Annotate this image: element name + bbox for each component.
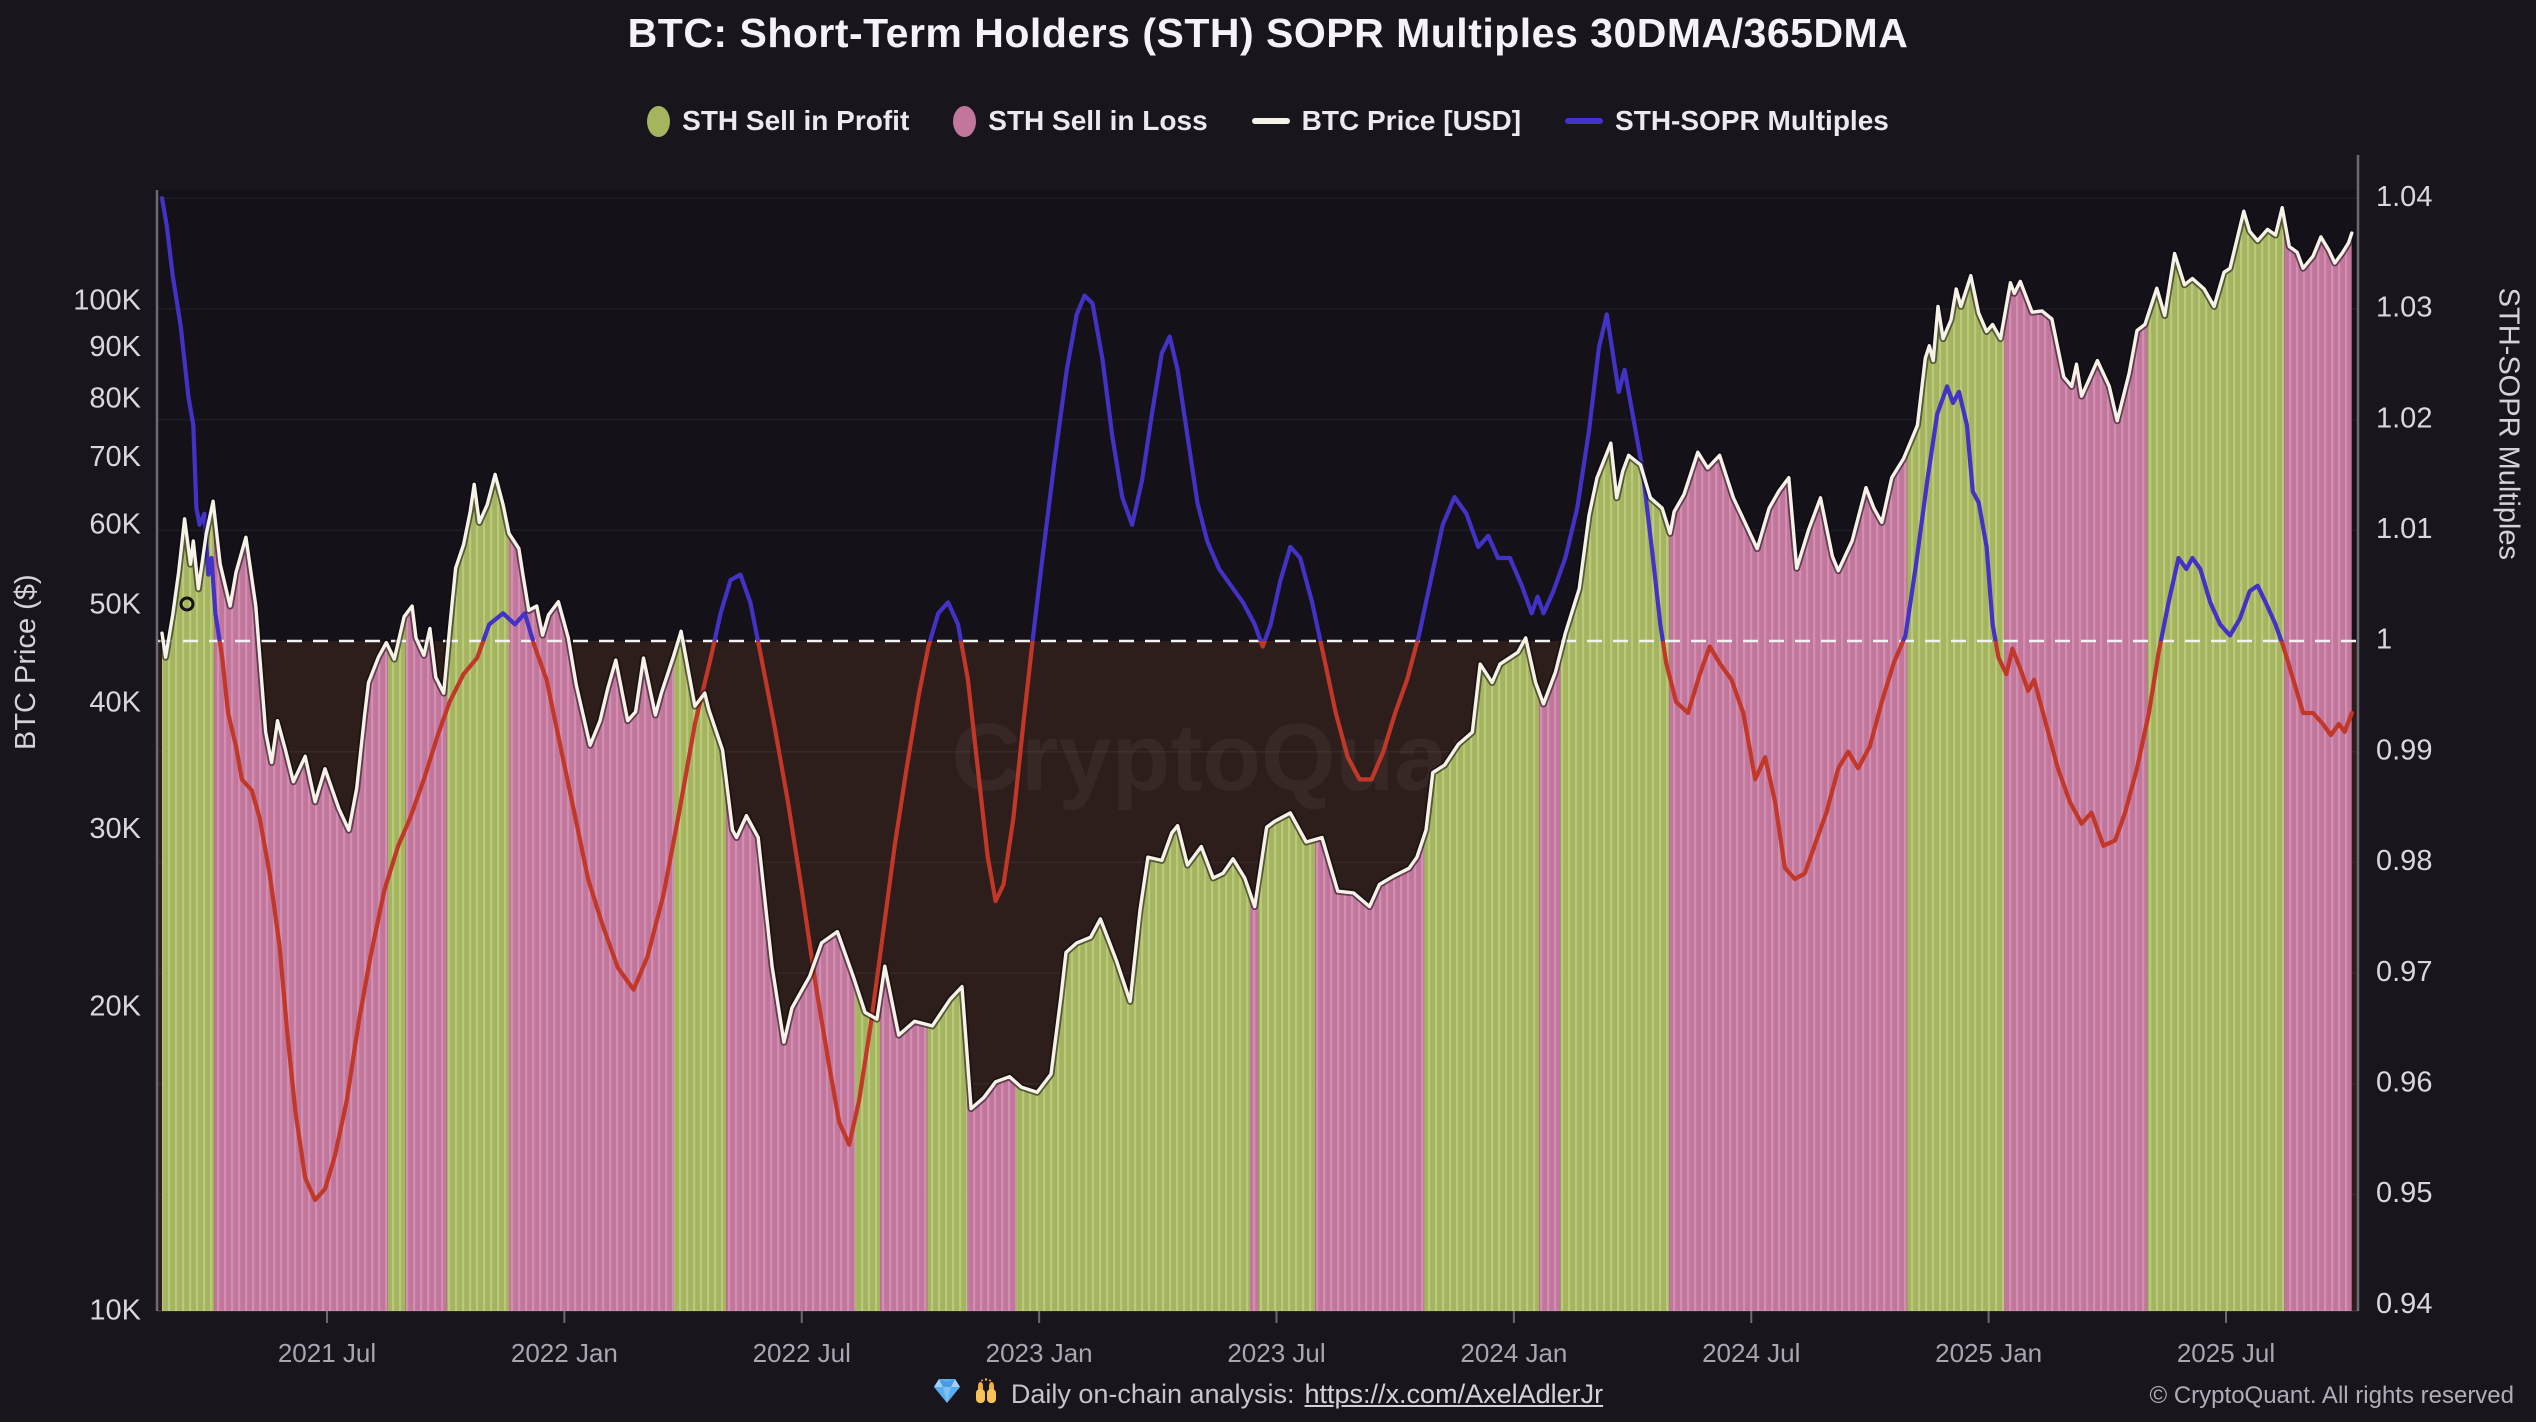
x-axis-tick-label: 2025 Jul: [2177, 1338, 2275, 1368]
right-axis-tick-label: 1.03: [2376, 292, 2432, 324]
footer-text: Daily on-chain analysis:: [1010, 1379, 1295, 1409]
x-axis-tick-label: 2021 Jul: [278, 1338, 376, 1368]
legend-item-sth-sell-in-profit[interactable]: STH Sell in Profit: [647, 105, 909, 137]
page-title: BTC: Short-Term Holders (STH) SOPR Multi…: [627, 10, 1909, 56]
profit-loss-bands: [162, 207, 2352, 1311]
left-axis-tick-label: 10K: [89, 1295, 141, 1327]
right-axis-tick-label: 1.04: [2376, 181, 2432, 213]
right-axis-tick-label: 1: [2376, 624, 2392, 656]
footer-link[interactable]: https://x.com/AxelAdlerJr: [1304, 1379, 1604, 1409]
right-axis-tick-label: 1.02: [2376, 402, 2432, 434]
legend-label: STH Sell in Profit: [682, 105, 910, 136]
legend-item-sth-sell-in-loss[interactable]: STH Sell in Loss: [953, 105, 1208, 137]
gem-icon: [933, 1378, 961, 1411]
legend-item-btc-price[interactable]: BTC Price [USD]: [1251, 105, 1522, 137]
left-axis-tick-label: 40K: [89, 687, 141, 719]
left-axis-tick-label: 80K: [89, 383, 141, 415]
sopr-line-above-baseline: [159, 196, 2284, 641]
x-axis-tick-label: 2023 Jan: [986, 1338, 1093, 1368]
left-axis-tick-label: 20K: [89, 991, 141, 1023]
raised-hands-icon: [971, 1377, 1001, 1412]
left-axis-tick-label: 100K: [73, 285, 141, 317]
band-sell-in-loss: [2284, 207, 2352, 1311]
x-axis-tick-label: 2024 Jul: [1702, 1338, 1800, 1368]
price-line: [160, 205, 2354, 1111]
band-sell-in-profit: [2147, 207, 2285, 1311]
x-axis-tick-label: 2024 Jan: [1460, 1338, 1567, 1368]
left-axis-tick-label: 50K: [89, 589, 141, 621]
legend-label: BTC Price [USD]: [1301, 105, 1522, 136]
x-axis-tick-label: 2025 Jan: [1935, 1338, 2042, 1368]
left-axis-tick-label: 90K: [89, 331, 141, 363]
right-axis-tick-label: 0.97: [2376, 956, 2432, 988]
right-axis-tick-label: 0.96: [2376, 1066, 2432, 1098]
profit-ellipse-icon: [647, 105, 671, 137]
left-axis-tick-label: 60K: [89, 509, 141, 541]
sopr-line-icon: [1565, 118, 1604, 124]
x-axis-tick-label: 2022 Jan: [511, 1338, 618, 1368]
x-axis-tick-label: 2022 Jul: [753, 1338, 851, 1368]
right-axis-tick-label: 0.95: [2376, 1177, 2432, 1209]
legend-item-sth-sopr-multiples[interactable]: STH-SOPR Multiples: [1565, 105, 1889, 137]
right-axis-tick-label: 1.01: [2376, 513, 2432, 545]
left-axis-title: BTC Price ($): [10, 574, 42, 750]
left-axis-tick-label: 70K: [89, 441, 141, 473]
footer-note: Daily on-chain analysis: https://x.com/A…: [0, 1377, 2536, 1412]
copyright-text: © CryptoQuant. All rights reserved: [2149, 1382, 2515, 1409]
right-axis-tick-label: 0.98: [2376, 845, 2432, 877]
left-axis-tick-label: 30K: [89, 813, 141, 845]
right-axis-tick-label: 0.94: [2376, 1288, 2432, 1320]
series-start-marker: [179, 596, 195, 612]
legend-label: STH-SOPR Multiples: [1615, 105, 1889, 136]
right-axis-tick-label: 0.99: [2376, 734, 2432, 766]
price-line-icon: [1251, 118, 1290, 124]
sopr-line-below-baseline: [217, 641, 2354, 1203]
x-axis-tick-label: 2023 Jul: [1227, 1338, 1325, 1368]
right-axis-title: STH-SOPR Multiples: [2492, 287, 2524, 560]
loss-ellipse-icon: [953, 105, 977, 137]
legend-label: STH Sell in Loss: [988, 105, 1208, 136]
legend: STH Sell in Profit STH Sell in Loss BTC …: [0, 105, 2536, 137]
